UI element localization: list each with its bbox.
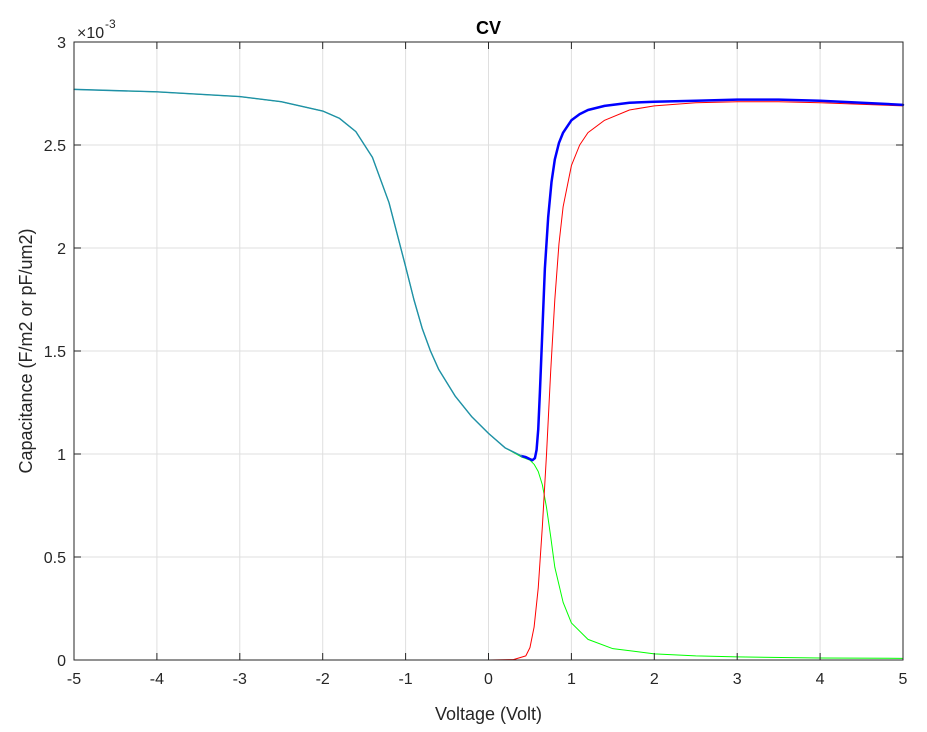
- series-layer: [73, 88, 905, 661]
- x-tick-label: -2: [316, 671, 330, 688]
- x-tick-label: 5: [899, 671, 908, 688]
- x-tick-label: 3: [733, 671, 742, 688]
- y-tick-label: 1: [57, 447, 66, 464]
- x-tick-label: 4: [816, 671, 825, 688]
- y-tick-label: 1.5: [44, 344, 66, 361]
- grid: [74, 42, 903, 660]
- x-tick-label: 1: [567, 671, 576, 688]
- y-tick-label: 0: [57, 653, 66, 670]
- y-axis-label: Capacitance (F/m2 or pF/um2): [16, 228, 36, 473]
- y-tick-label: 2.5: [44, 138, 66, 155]
- y-exponent-base: ×10: [77, 25, 104, 42]
- series-line-2: [73, 101, 904, 661]
- series-line-3: [520, 98, 905, 462]
- ticks: [73, 41, 904, 661]
- x-tick-label: -5: [67, 671, 81, 688]
- x-tick-labels: -5 -4 -3 -2 -1 0 1 2 3 4 5: [67, 671, 908, 688]
- y-tick-label: 2: [57, 241, 66, 258]
- x-tick-label: 0: [484, 671, 493, 688]
- y-tick-labels: 0 0.5 1 1.5 2 2.5 3: [44, 35, 66, 670]
- x-tick-label: -1: [398, 671, 412, 688]
- y-tick-label: 0.5: [44, 550, 66, 567]
- x-tick-label: -3: [233, 671, 247, 688]
- series-line-4: [73, 88, 523, 457]
- chart-title: CV: [476, 18, 501, 38]
- y-exponent-label: ×10 -3: [77, 17, 116, 42]
- x-axis-label: Voltage (Volt): [435, 704, 542, 724]
- y-exponent-power: -3: [105, 17, 116, 31]
- x-tick-label: 2: [650, 671, 659, 688]
- x-tick-label: -4: [150, 671, 164, 688]
- y-tick-label: 3: [57, 35, 66, 52]
